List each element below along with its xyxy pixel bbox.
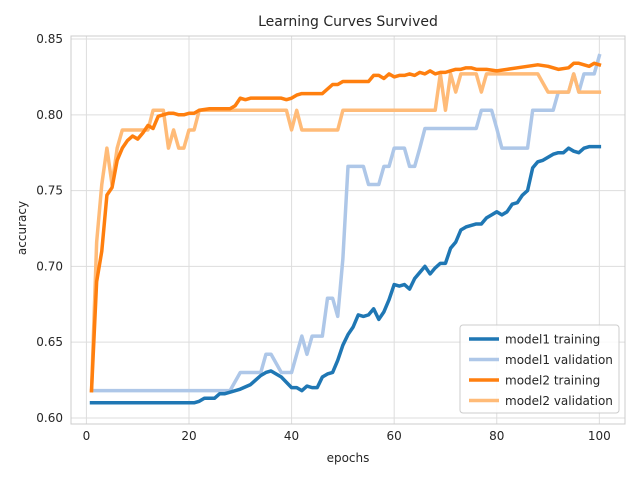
x-tick-label: 20 [181,429,196,443]
plot-frame [70,35,626,425]
y-tick-label: 0.75 [36,184,63,198]
legend-label: model1 training [505,333,600,347]
series-line-model1-validation [89,53,602,393]
ticks: 0 20 40 60 80 100 0.60 0.65 0.70 0.75 0.80 0.85 [36,32,611,443]
y-tick-label: 0.70 [36,259,63,273]
legend-label: model2 training [505,374,600,388]
y-axis-label: accuracy [15,201,29,255]
x-tick-label: 60 [387,429,402,443]
legend-label: model2 validation [505,394,613,408]
legend-box [459,324,620,414]
series-layer [89,53,602,405]
x-axis-label: epochs [327,451,370,465]
x-tick-label: 80 [489,429,504,443]
y-tick-label: 0.80 [36,108,63,122]
x-tick-label: 0 [83,429,91,443]
y-tick-label: 0.65 [36,335,63,349]
x-tick-label: 100 [588,429,611,443]
series-line-model2-training [89,61,602,393]
legend: model1 training model1 validation model2 t… [459,324,620,414]
y-tick-label: 0.85 [36,32,63,46]
legend-label: model1 validation [505,353,613,367]
plot-border [70,35,626,425]
x-tick-label: 40 [284,429,299,443]
series-line-model1-training [89,144,602,405]
y-tick-label: 0.60 [36,411,63,425]
chart-title: Learning Curves Survived [258,14,438,30]
